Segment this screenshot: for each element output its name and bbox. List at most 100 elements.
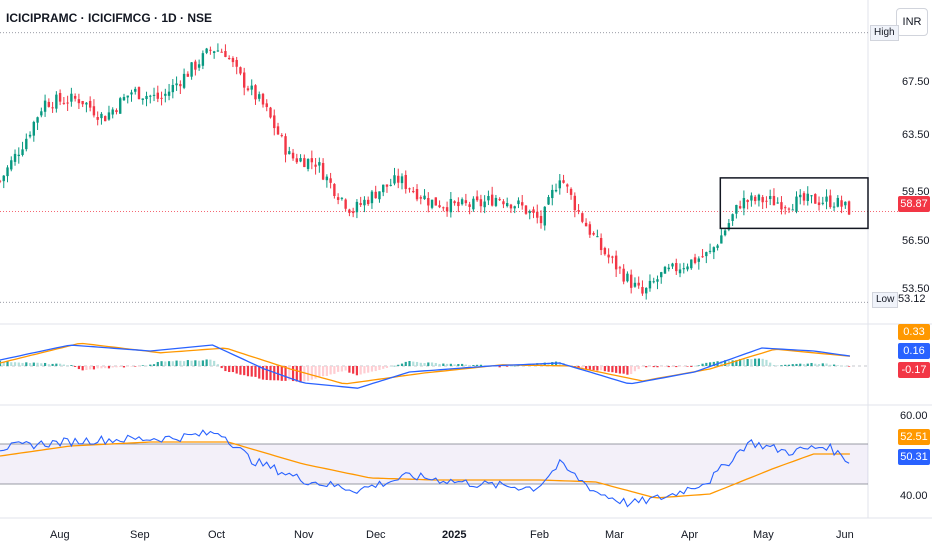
candle-body — [171, 84, 175, 93]
candle-body — [472, 198, 475, 210]
candle-body — [430, 199, 434, 208]
macd-histogram-bar — [660, 366, 663, 367]
candle-body — [175, 83, 178, 86]
candle-body — [149, 95, 152, 97]
rsi-ma-line — [0, 441, 850, 499]
candle-body — [445, 207, 449, 212]
macd-histogram-bar — [442, 363, 445, 366]
candle-body — [596, 236, 599, 238]
macd-histogram-bar — [70, 365, 73, 366]
candle-body — [25, 138, 28, 150]
macd-histogram-bar — [754, 358, 757, 366]
candle-body — [660, 272, 663, 278]
macd-histogram-bar — [235, 366, 238, 374]
macd-histogram-bar — [547, 362, 550, 366]
macd-histogram-bar — [104, 366, 107, 369]
x-tick-label: Dec — [366, 529, 386, 541]
rsi-value-tag: 50.31 — [898, 449, 930, 465]
candle-body — [103, 116, 107, 122]
candle-body — [141, 98, 144, 100]
macd-histogram-bar — [291, 366, 295, 382]
candle-body — [70, 93, 73, 102]
candle-body — [51, 107, 54, 109]
macd-histogram-bar — [137, 366, 141, 367]
candle-body — [299, 158, 302, 162]
symbol-title[interactable]: ICICIPRAMC · ICICIFMCG · 1D · NSE — [6, 11, 212, 25]
macd-histogram-bar — [400, 363, 404, 366]
macd-histogram-bar — [115, 366, 118, 368]
candle-body — [333, 184, 336, 197]
macd-histogram-bar — [77, 366, 80, 370]
macd-histogram-bar — [464, 364, 467, 366]
candle-body — [423, 195, 426, 200]
candle-body — [0, 180, 2, 182]
candle-body — [614, 255, 618, 270]
candle-body — [723, 230, 727, 236]
currency-button[interactable]: INR — [896, 8, 928, 36]
candle-body — [152, 94, 156, 96]
macd-histogram-bar — [385, 366, 389, 368]
candle-body — [212, 51, 216, 53]
candle-body — [85, 102, 88, 105]
macd-histogram-bar — [731, 360, 734, 366]
macd-histogram-bar — [32, 362, 35, 366]
candle-body — [318, 162, 321, 166]
macd-histogram-bar — [622, 366, 625, 374]
candle-body — [13, 153, 17, 162]
macd-histogram-bar — [269, 366, 272, 381]
candle-body — [254, 85, 257, 100]
macd-histogram-bar — [618, 366, 622, 374]
y-tick-label: 53.50 — [902, 283, 930, 295]
candle-body — [122, 97, 126, 101]
candle-body — [389, 184, 392, 186]
candle-body — [393, 175, 396, 184]
low-label: Low — [872, 292, 899, 308]
macd-histogram-bar — [611, 366, 614, 373]
rsi-tick-label: 40.00 — [900, 490, 928, 502]
macd-histogram-tag: -0.17 — [898, 362, 930, 378]
candle-body — [603, 248, 607, 255]
candle-body — [784, 207, 787, 209]
macd-histogram-bar — [322, 366, 325, 377]
macd-histogram-bar — [145, 365, 148, 367]
candle-body — [28, 134, 32, 137]
candle-body — [825, 196, 828, 202]
candle-body — [96, 117, 99, 120]
candle-body — [182, 73, 186, 88]
x-tick-label: Jun — [836, 529, 854, 541]
candle-body — [269, 107, 272, 118]
candle-body — [821, 202, 824, 204]
macd-histogram-bar — [693, 365, 697, 367]
candle-body — [288, 151, 291, 155]
macd-histogram-bar — [216, 364, 220, 366]
candle-body — [374, 191, 377, 199]
macd-histogram-bar — [457, 364, 460, 366]
candle-body — [21, 149, 24, 156]
candle-body — [81, 101, 84, 105]
candle-body — [731, 214, 734, 221]
candle-body — [47, 101, 51, 107]
overlays — [719, 177, 869, 230]
macd-histogram-bar — [434, 362, 437, 366]
macd-histogram-bar — [847, 366, 851, 367]
candle-body — [521, 202, 524, 206]
macd-histogram-bar — [156, 361, 159, 366]
candle-body — [314, 164, 317, 167]
candle-body — [209, 49, 212, 51]
candle-body — [697, 258, 701, 262]
macd-histogram-bar — [802, 364, 806, 366]
macd-histogram-bar — [329, 366, 332, 375]
candle-body — [408, 188, 411, 190]
macd-histogram-bar — [382, 366, 385, 369]
candle-body — [532, 209, 535, 213]
macd-histogram-bar — [122, 366, 126, 368]
macd-histogram-bar — [141, 365, 144, 366]
macd-histogram-bar — [814, 363, 817, 366]
macd-histogram-bar — [483, 365, 486, 366]
macd-histogram-bar — [280, 366, 283, 381]
candle-body — [517, 200, 520, 205]
macd-pane — [0, 342, 868, 389]
candle-body — [303, 158, 306, 168]
candle-body — [100, 113, 103, 119]
